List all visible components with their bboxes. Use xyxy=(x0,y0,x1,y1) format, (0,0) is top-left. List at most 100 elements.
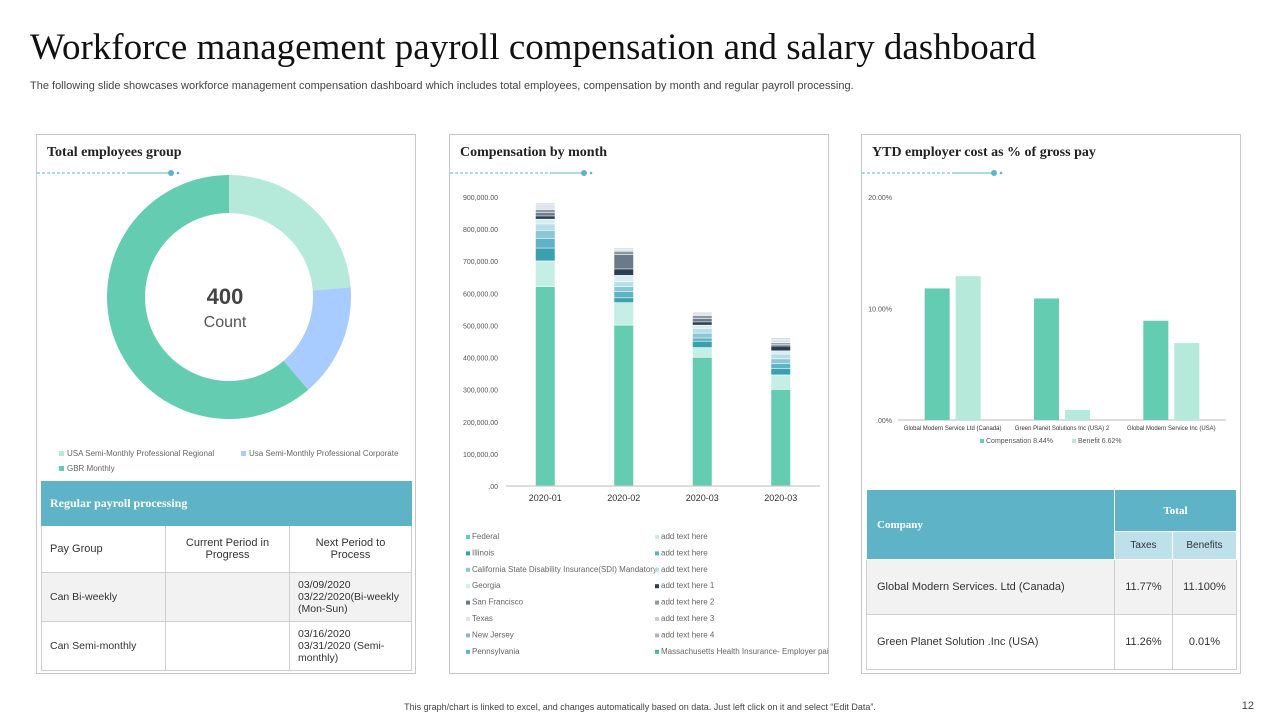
legend-swatch xyxy=(466,535,470,539)
bar-segment xyxy=(614,254,634,269)
taxes-cell: 11.26% xyxy=(1114,614,1173,670)
bar-segment xyxy=(692,319,712,322)
y-tick-label: .00 xyxy=(488,484,498,491)
donut-center-value: 400 xyxy=(207,284,244,309)
legend-swatch xyxy=(655,535,659,539)
title-decoration xyxy=(450,170,593,176)
ytd-chart: .00% 10.00% 20.00% Global Modern Service Lt… xyxy=(868,195,1226,445)
bar-segment xyxy=(535,261,555,287)
bar-segment xyxy=(771,359,791,364)
legend-label: Benefit 6.62% xyxy=(1078,438,1122,445)
bar xyxy=(1065,409,1090,420)
bar xyxy=(1174,343,1200,420)
bar-segment xyxy=(692,328,712,333)
benefits-cell: 0.01% xyxy=(1171,614,1238,670)
bar-segment xyxy=(535,219,555,224)
next-period-cell: 03/09/2020 03/22/2020(Bi-weekly (Mon-Sun… xyxy=(289,572,412,622)
col-pay-group: Pay Group xyxy=(41,525,166,573)
x-tick-label: 2020-02 xyxy=(607,493,640,503)
bar-segment xyxy=(771,354,791,359)
title-decoration xyxy=(862,170,1003,176)
bar-segment xyxy=(692,333,712,338)
bar xyxy=(955,276,981,420)
y-tick-label: 600,000.00 xyxy=(463,291,498,298)
ytd-panel: YTD employer cost as % of gross pay .00%… xyxy=(861,134,1241,674)
donut-slice xyxy=(229,175,351,291)
donut-legend-item: Usa Semi-Monthly Professional Corporate xyxy=(241,449,398,458)
col-total: Total xyxy=(1114,489,1237,532)
bar-segment xyxy=(614,275,634,282)
legend-label: Pennsylvania xyxy=(472,647,520,656)
bar-segment xyxy=(692,325,712,329)
next-period-cell: 03/16/2020 03/31/2020 (Semi-monthly) xyxy=(289,621,412,671)
legend-label: add text here xyxy=(661,565,708,574)
compensation-legend: Federal Illinois California State Disabili… xyxy=(466,532,828,656)
legend-swatch xyxy=(466,617,470,621)
legend-label: Texas xyxy=(472,614,493,623)
page-number: 12 xyxy=(1241,700,1254,712)
donut-slice xyxy=(283,287,351,390)
table-row: Can Semi-monthly 03/16/2020 03/31/2020 (… xyxy=(41,621,412,671)
bar xyxy=(1143,320,1169,420)
bar-segment xyxy=(614,249,634,251)
legend-swatch xyxy=(980,439,984,443)
taxes-cell: 11.77% xyxy=(1114,559,1173,615)
bar-segment xyxy=(692,314,712,316)
legend-label: Compensation 8.44% xyxy=(986,438,1053,445)
bar-segment xyxy=(692,357,712,486)
title-decoration xyxy=(37,170,180,176)
bar-segment xyxy=(535,213,555,216)
x-tick-label: Global Modern Service Ltd (Canada) xyxy=(904,426,1002,432)
employees-panel-title: Total employees group xyxy=(47,145,182,160)
page-subtitle: The following slide showcases workforce … xyxy=(30,80,854,92)
bar-segment xyxy=(614,248,634,250)
y-tick-label: 800,000.00 xyxy=(463,227,498,234)
bar-segment xyxy=(771,389,791,486)
legend-swatch xyxy=(466,567,470,572)
bar-segment xyxy=(535,203,555,205)
bar-segment xyxy=(692,312,712,314)
y-tick-label: 200,000.00 xyxy=(463,420,498,427)
donut-slice xyxy=(106,175,309,419)
company-cell: Global Modern Services. Ltd (Canada) xyxy=(866,559,1115,615)
payroll-table: Regular payroll processing Pay Group Cur… xyxy=(41,481,412,671)
bar xyxy=(924,288,950,420)
x-tick-label: Green Planet Solutions Inc (USA) 2 xyxy=(1015,426,1110,432)
x-tick-label: 2020-01 xyxy=(529,493,562,503)
bar-segment xyxy=(535,205,555,210)
legend-label: San Francisco xyxy=(472,598,524,607)
bar-segment xyxy=(692,341,712,348)
legend-label: add text here 3 xyxy=(661,614,715,623)
legend-swatch xyxy=(466,584,470,589)
legend-swatch xyxy=(466,649,470,654)
legend-label: California State Disability Insurance(SD… xyxy=(472,565,657,574)
bar-segment xyxy=(535,230,555,239)
bar-segment xyxy=(535,238,555,248)
legend-swatch xyxy=(655,551,659,556)
benefits-cell: 11.100% xyxy=(1171,559,1238,615)
x-tick-label: Global Modern Service Inc (USA) xyxy=(1127,426,1216,432)
legend-swatch xyxy=(655,633,659,638)
donut-chart: 400 Count xyxy=(106,175,351,419)
legend-swatch xyxy=(655,567,659,572)
bar-segment xyxy=(771,339,791,343)
legend-label: add text here xyxy=(661,532,708,541)
legend-swatch xyxy=(466,551,470,556)
legend-swatch xyxy=(1072,439,1076,443)
col-current-period: Current Period in Progress xyxy=(165,525,290,573)
legend-swatch xyxy=(466,633,470,638)
current-period-cell xyxy=(165,572,290,622)
legend-label: add text here 4 xyxy=(661,630,715,639)
bar-segment xyxy=(535,224,555,231)
y-tick-label: .00% xyxy=(876,418,892,425)
legend-swatch xyxy=(466,600,470,605)
bar-segment xyxy=(535,209,555,213)
bar-segment xyxy=(614,251,634,255)
payroll-table-title: Regular payroll processing xyxy=(41,481,412,526)
bar-segment xyxy=(771,351,791,354)
y-tick-label: 300,000.00 xyxy=(463,388,498,395)
legend-label: Illinois xyxy=(472,548,494,557)
bar-segment xyxy=(692,315,712,319)
bar-segment xyxy=(614,325,634,486)
col-taxes: Taxes xyxy=(1114,531,1173,560)
